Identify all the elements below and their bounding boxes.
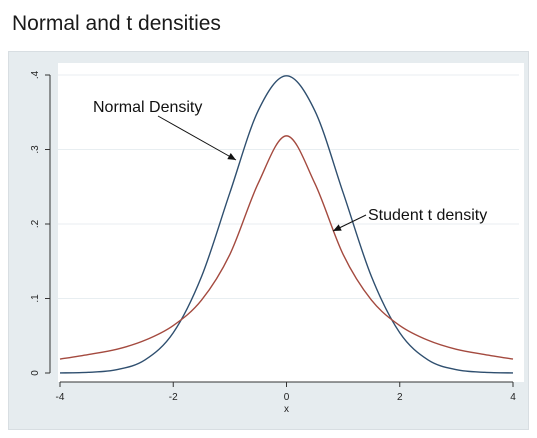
y-tick-label: 0 (30, 370, 41, 376)
x-tick-label: 0 (284, 392, 290, 403)
x-axis-label: x (284, 404, 289, 415)
y-tick-label: .3 (30, 145, 41, 154)
student-t-density-label: Student t density (368, 207, 487, 224)
annotations: Normal Density Student t density (93, 99, 487, 232)
x-tick-label: -4 (56, 392, 65, 403)
chart-title: Normal and t densities (12, 12, 221, 35)
grid-lines (58, 74, 519, 299)
x-tick-label: 4 (510, 392, 516, 403)
x-tick-label: 2 (397, 392, 403, 403)
normal-density-arrowhead (227, 153, 236, 160)
x-tick-label: -2 (169, 392, 178, 403)
normal-density-arrow (157, 115, 237, 161)
normal-density-label: Normal Density (93, 99, 202, 116)
y-tick-label: .1 (30, 294, 41, 303)
student-t-density-line (59, 135, 514, 360)
series-lines (59, 75, 514, 374)
plot-area (58, 63, 524, 382)
y-tick-label: .2 (30, 219, 41, 228)
normal-density-line (59, 75, 514, 374)
student-t-density-arrowhead (333, 224, 342, 231)
axes: 0 .1 .2 .3 .4 -4 -2 0 2 4 x (30, 70, 516, 415)
y-tick-label: .4 (30, 70, 41, 79)
